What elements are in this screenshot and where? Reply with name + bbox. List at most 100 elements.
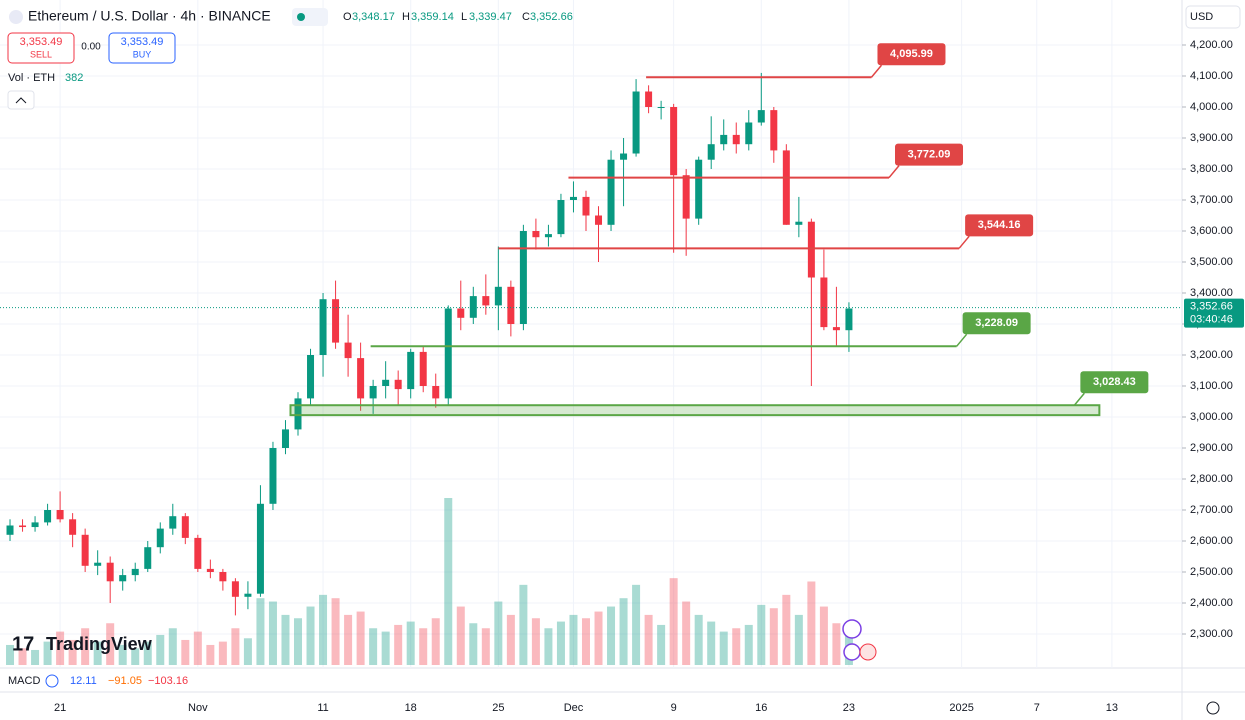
volume-bar	[331, 598, 340, 665]
candle-body	[607, 159, 615, 225]
macd-signal: −91.05	[108, 675, 142, 687]
volume-bar	[306, 606, 315, 665]
volume-bar	[168, 628, 177, 665]
ohlc-c-label: C	[522, 11, 530, 23]
volume-bar	[218, 641, 227, 665]
candle-body	[307, 355, 315, 399]
candle-body	[269, 447, 277, 504]
volume-bar	[807, 581, 816, 665]
volume-bar	[444, 498, 453, 665]
candle-body	[557, 200, 565, 235]
event-icon[interactable]	[843, 643, 861, 661]
volume-bar	[832, 623, 841, 665]
zone	[289, 404, 1101, 417]
candle-body	[194, 537, 202, 569]
y-tick-label: 2,300.00	[1190, 628, 1233, 640]
y-tick-label: 2,400.00	[1190, 597, 1233, 609]
candle-body	[782, 150, 790, 225]
volume-bar	[531, 618, 540, 665]
event-icon[interactable]	[842, 619, 862, 639]
sell-button[interactable]	[7, 32, 75, 64]
candle-body	[206, 568, 214, 572]
volume-bar	[344, 614, 353, 665]
candle-body	[770, 110, 778, 151]
volume-bar	[356, 611, 365, 665]
y-tick-label: 3,800.00	[1190, 163, 1233, 175]
level-label: 4,095.99	[890, 48, 933, 60]
candle-body	[670, 107, 678, 176]
volume-bar	[193, 631, 202, 665]
y-tick-label: 4,200.00	[1190, 39, 1233, 51]
volume-bar	[56, 631, 65, 665]
y-tick-label: 4,000.00	[1190, 101, 1233, 113]
volume-bar	[581, 618, 590, 665]
x-tick-label: Nov	[188, 702, 208, 714]
candle-body	[156, 528, 164, 548]
y-tick-label: 3,100.00	[1190, 380, 1233, 392]
candle-body	[369, 386, 377, 399]
candle-body	[807, 221, 815, 278]
volume-bar	[544, 628, 553, 665]
volume-bar	[431, 618, 440, 665]
volume-bar	[494, 601, 503, 665]
macd-hist: −103.16	[148, 675, 188, 687]
zone-connector	[1073, 392, 1085, 406]
candle-body	[169, 516, 177, 529]
volume-bar	[18, 648, 27, 665]
level-connector	[958, 235, 970, 249]
icons[interactable]	[292, 8, 328, 26]
level-connector	[888, 165, 900, 179]
x-tick-label: 9	[671, 702, 677, 714]
macd-label: MACD	[8, 675, 40, 687]
currency-button[interactable]	[1185, 5, 1241, 29]
volume-bar	[231, 628, 240, 665]
candle-body	[382, 379, 390, 387]
macd-value: 12.11	[70, 675, 97, 687]
volume-bar	[268, 601, 277, 665]
volume-bar	[707, 621, 716, 665]
volume-bar	[256, 598, 265, 665]
candle-body	[131, 568, 139, 576]
volume-bar	[769, 608, 778, 665]
y-tick-label: 4,100.00	[1190, 70, 1233, 82]
collapse-button[interactable]	[7, 90, 35, 110]
candle-body	[720, 134, 728, 145]
volume-bar	[156, 634, 165, 665]
volume-bar	[732, 628, 741, 665]
ohlc-l-label: L	[461, 11, 467, 23]
candle-body	[707, 144, 715, 160]
y-tick-label: 3,900.00	[1190, 132, 1233, 144]
candle-body	[394, 379, 402, 390]
last-price-label: 3,352.66	[1190, 301, 1233, 313]
volume-bar	[469, 623, 478, 665]
volume-bar	[757, 604, 766, 665]
level-label: 3,544.16	[978, 219, 1021, 231]
last-price-tag	[1184, 298, 1244, 328]
volume-label: Vol · ETH	[8, 72, 55, 84]
candle-body	[657, 107, 665, 109]
candle-body	[281, 429, 289, 448]
buy-button[interactable]	[108, 32, 176, 64]
sell-label: SELL	[30, 49, 52, 59]
candle-body	[19, 525, 27, 528]
macd-icon	[45, 674, 59, 688]
volume-bar	[106, 623, 115, 665]
volume-bar	[419, 628, 428, 665]
settings-icon[interactable]	[1206, 701, 1220, 715]
volume-bar	[669, 578, 678, 665]
eth-icon	[9, 10, 23, 24]
volume-bar	[93, 641, 102, 665]
countdown: 03:40:46	[1190, 314, 1233, 326]
volume-bar	[456, 606, 465, 665]
y-tick-label: 3,200.00	[1190, 349, 1233, 361]
ohlc-o-label: O	[343, 11, 352, 23]
y-tick-label: 2,700.00	[1190, 504, 1233, 516]
volume-bar	[632, 584, 641, 665]
candle-body	[144, 547, 152, 569]
logo: TradingView	[46, 634, 153, 654]
logo-mark: 17	[12, 633, 34, 655]
level-connector	[956, 333, 968, 347]
flag-icon[interactable]	[859, 643, 877, 661]
volume-bar	[657, 624, 666, 665]
x-tick-label: 18	[405, 702, 417, 714]
